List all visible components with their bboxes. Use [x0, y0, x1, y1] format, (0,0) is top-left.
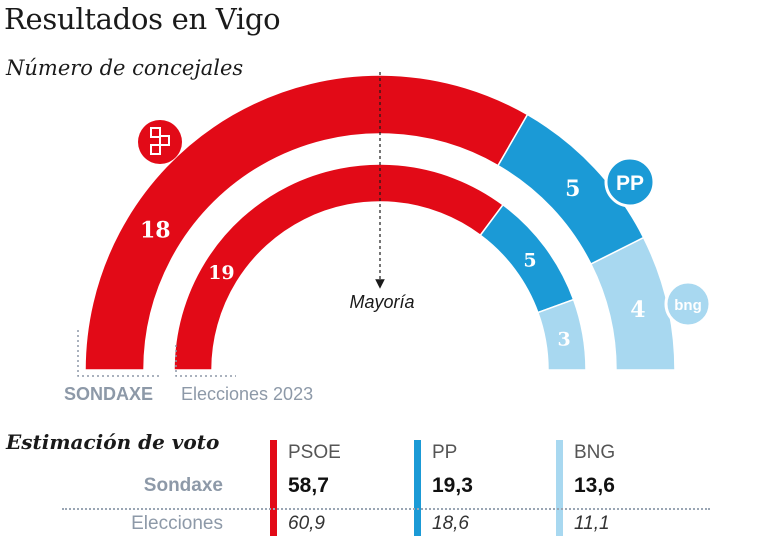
page-title: Resultados en Vigo — [4, 2, 281, 36]
svg-text:PP: PP — [616, 172, 644, 195]
bng-elecciones-value: 11,1 — [574, 513, 610, 534]
svg-text:bng: bng — [674, 297, 702, 314]
seat-label-bng: 3 — [558, 329, 571, 351]
bng-header: BNG — [574, 442, 616, 463]
bng-color-bar — [556, 440, 563, 536]
row-label-elecciones: Elecciones — [131, 513, 223, 534]
seat-label-psoe: 19 — [208, 262, 234, 284]
seat-label-psoe: 18 — [140, 218, 171, 244]
table-divider — [62, 508, 710, 510]
arc-segment-bng — [589, 236, 676, 371]
majority-label: Mayoría — [349, 292, 414, 312]
vote-estimate-title: Estimación de voto — [6, 430, 220, 454]
psoe-color-bar — [270, 440, 277, 536]
arc-segment-psoe — [84, 74, 529, 371]
elecciones-label: Elecciones 2023 — [181, 384, 313, 404]
pp-header: PP — [432, 442, 458, 463]
sondaxe-bracket — [77, 330, 160, 377]
seat-label-pp: 5 — [523, 249, 536, 271]
seat-label-pp: 5 — [565, 176, 580, 202]
pp-color-bar — [414, 440, 421, 536]
elecciones-bracket — [175, 345, 236, 377]
psoe-header: PSOE — [288, 442, 341, 463]
seat-label-bng: 4 — [630, 297, 645, 323]
pp-sondaxe-value: 19,3 — [432, 474, 473, 497]
arc-segment-bng — [536, 298, 587, 371]
row-label-sondaxe: Sondaxe — [143, 475, 223, 496]
psoe-elecciones-value: 60,9 — [288, 513, 325, 534]
pp-logo-icon: PP — [604, 156, 656, 208]
pp-elecciones-value: 18,6 — [432, 513, 469, 534]
psoe-rose-icon — [138, 120, 182, 164]
bng-sondaxe-value: 13,6 — [574, 474, 615, 497]
psoe-sondaxe-value: 58,7 — [288, 474, 329, 497]
sondaxe-label: SONDAXE — [64, 384, 153, 404]
chart-subtitle: Número de concejales — [6, 56, 244, 80]
bng-logo-icon: bng — [664, 280, 712, 328]
